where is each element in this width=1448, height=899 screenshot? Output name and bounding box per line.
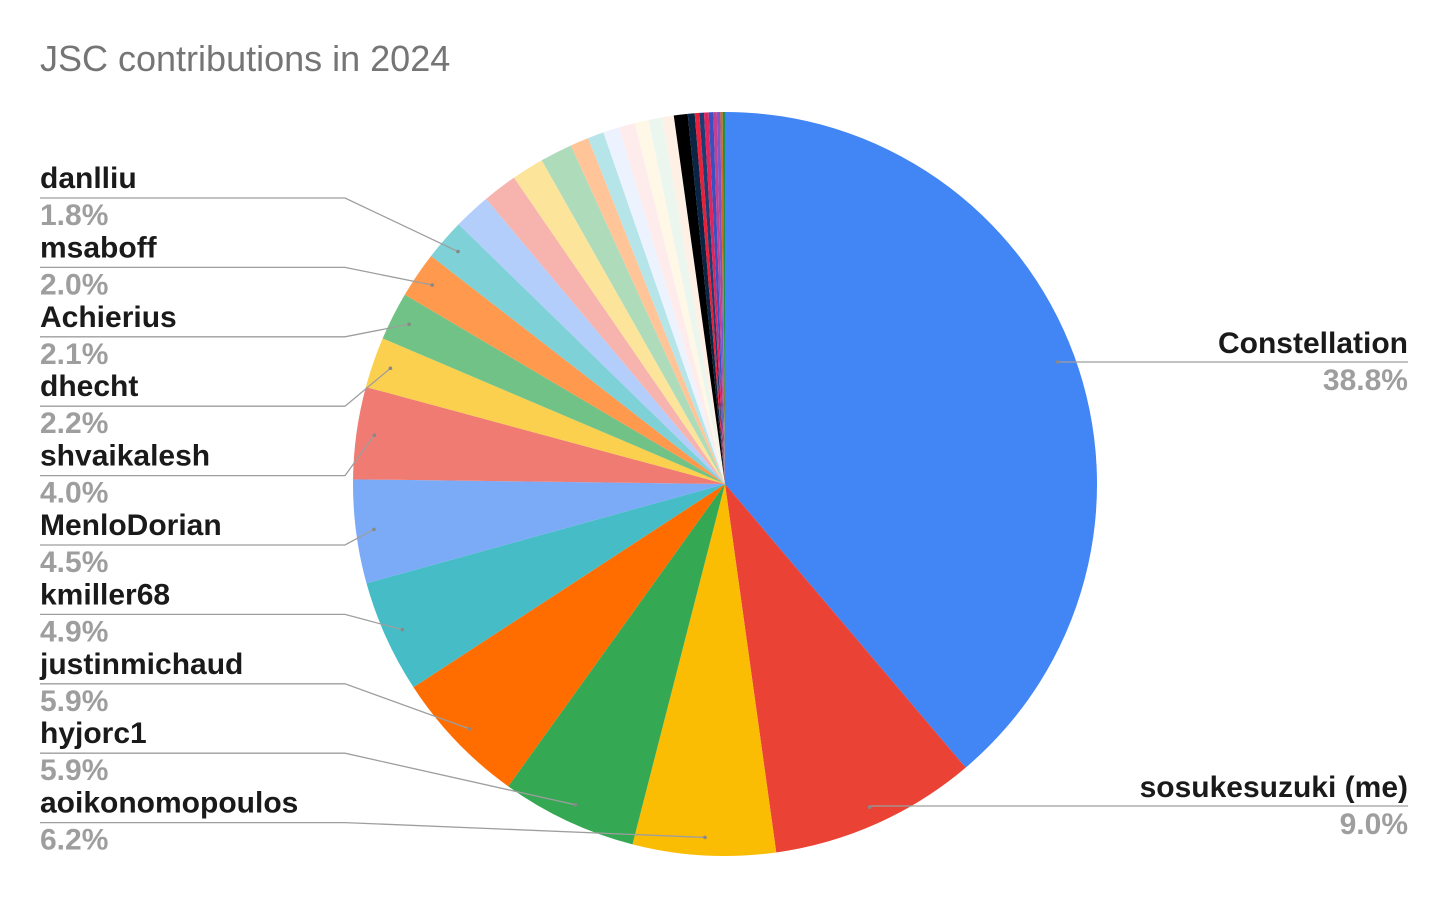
leader-dot [372,527,376,532]
pie-slice-shvaikalesh [353,386,725,484]
leader-dot [467,726,472,731]
leader-line [40,323,410,338]
pie-slice [618,123,725,484]
slice-label-value: 4.9% [40,615,108,648]
leader-line [869,805,1408,808]
leader-line [40,613,403,631]
slice-label-value: 1.8% [40,199,108,232]
pie-slice [708,112,725,484]
leader-dot [1055,360,1060,364]
pie-slice-aoikonomopoulos [632,484,777,856]
leader-dot [388,366,393,371]
chart-title: JSC contributions in 2024 [40,38,451,79]
slice-label-name: kmiller68 [40,578,170,611]
pie-slice-menlodorian [352,479,725,584]
pie-slice [673,113,725,484]
slice-label-value: 5.9% [40,685,108,718]
pie-slice-sosukesuzuki-me [725,484,966,853]
pie-slice [588,132,725,485]
leader-line [40,683,470,730]
leader-dot [573,802,578,807]
slice-label-name: danlliu [40,162,137,195]
slice-label-value: 4.0% [40,477,108,510]
leader-dot [407,322,411,327]
pie-slice [458,198,725,484]
pie-slice [699,112,725,485]
slice-label-name: msaboff [40,231,158,264]
leader-dot [372,433,377,438]
pie-slice-msaboff [404,255,725,484]
leader-dot [867,805,872,809]
slice-label-value: 38.8% [1323,364,1408,397]
pie-slice [570,138,725,484]
pie-slice [703,112,725,485]
pie-slice [716,112,725,485]
pie-slice [486,177,725,484]
slice-label-value: 6.2% [40,824,108,857]
slice-label-value: 2.2% [40,407,108,440]
slice-label-name: MenloDorian [40,509,222,542]
slice-label-name: justinmichaud [39,648,243,681]
pie-slice-dhecht [365,338,725,484]
pie-slice [720,112,725,485]
leader-line [40,528,375,546]
pie-slice-justinmichaud [413,484,725,787]
leader-line [40,367,391,407]
leader-line [40,434,375,477]
leader-line [40,752,576,806]
pie-slice [662,115,725,485]
slice-label-value: 2.1% [40,338,108,371]
pie-slice [687,113,725,485]
slice-label-name: Achierius [40,301,177,334]
slice-label-name: Constellation [1218,327,1408,360]
slice-label-name: sosukesuzuki (me) [1140,771,1408,804]
pie-slice [603,127,725,484]
leader-line [40,266,433,286]
slice-label-name: dhecht [40,370,138,403]
slice-label-name: shvaikalesh [40,440,210,473]
slice-label-value: 9.0% [1340,808,1408,841]
slice-label-value: 5.9% [40,754,108,787]
leader-line [40,197,459,253]
pie-slice [713,112,725,484]
pie-slice [513,160,725,485]
slice-label-name: aoikonomopoulos [40,787,298,820]
slice-label-value: 4.5% [40,546,108,579]
pie-slice [648,117,725,484]
leader-dot [430,283,435,287]
slice-label-name: hyjorc1 [40,717,147,750]
leader-dot [456,249,460,254]
leader-dot [703,835,707,840]
pie-slice [634,119,725,485]
pie-slice-danlliu [431,224,725,484]
leader-dot [400,627,405,632]
pie-slice-hyjorc1 [508,484,725,845]
pie-slice-achierius [382,294,725,484]
pie-slice-kmiller68 [366,484,725,688]
slice-label-value: 2.0% [40,268,108,301]
pie-slice-constellation [725,112,1098,768]
leader-line [40,821,706,839]
pie-slice [541,145,725,484]
pie-slice [722,112,725,484]
pie-slice [694,112,725,484]
